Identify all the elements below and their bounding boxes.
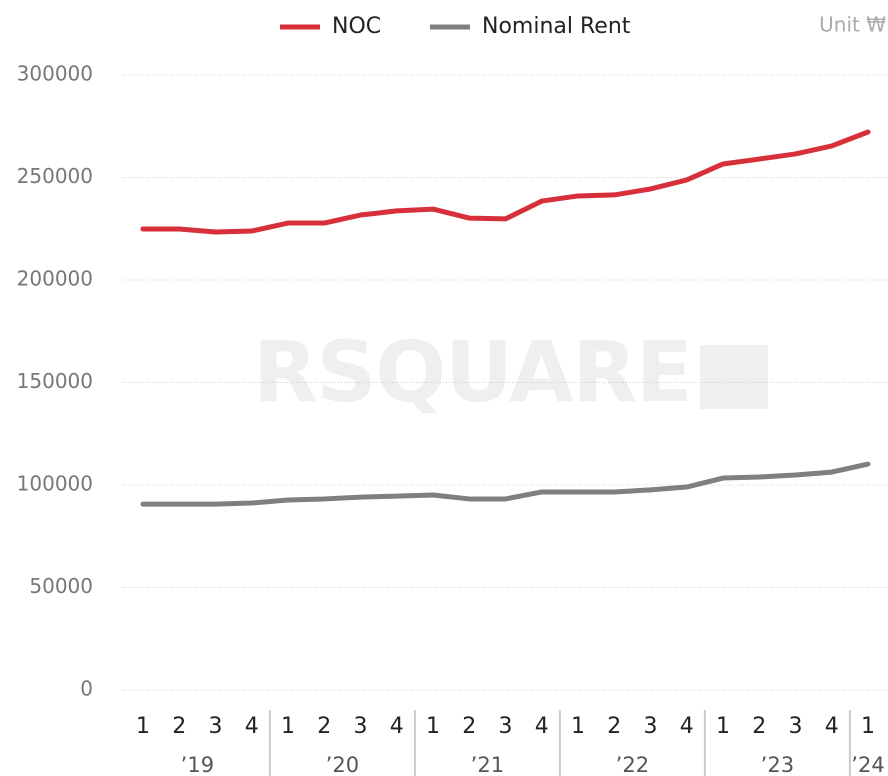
x-tick-label: 3 — [644, 714, 658, 739]
legend-label: Nominal Rent — [482, 14, 631, 39]
x-tick-label: 4 — [390, 714, 404, 739]
year-label: ’21 — [471, 753, 504, 776]
y-tick-label: 0 — [80, 677, 93, 701]
x-tick-label: 4 — [245, 714, 259, 739]
x-tick-label: 3 — [354, 714, 368, 739]
y-tick-label: 100000 — [17, 472, 93, 496]
x-tick-label: 2 — [172, 714, 186, 739]
x-tick-label: 3 — [209, 714, 223, 739]
x-tick-label: 1 — [426, 714, 440, 739]
x-tick-label: 3 — [499, 714, 513, 739]
year-label: ’23 — [761, 753, 794, 776]
x-tick-label: 4 — [535, 714, 549, 739]
x-tick-label: 2 — [752, 714, 766, 739]
y-tick-label: 200000 — [17, 267, 93, 291]
watermark: RSQUARE — [253, 323, 768, 421]
y-tick-label: 150000 — [17, 369, 93, 393]
x-tick-label: 1 — [861, 714, 875, 739]
x-tick-label: 4 — [825, 714, 839, 739]
x-tick-label: 4 — [680, 714, 694, 739]
watermark-text: RSQUARE — [253, 323, 693, 421]
watermark-logo — [700, 345, 768, 409]
series-line — [140, 129, 871, 235]
x-tick-label: 2 — [462, 714, 476, 739]
x-tick-label: 2 — [317, 714, 331, 739]
series-line — [140, 461, 871, 507]
year-label: ’24 — [851, 753, 884, 776]
y-tick-label: 50000 — [29, 574, 93, 598]
x-tick-label: 1 — [136, 714, 150, 739]
x-tick-label: 2 — [607, 714, 621, 739]
x-tick-label: 1 — [571, 714, 585, 739]
y-tick-label: 250000 — [17, 164, 93, 188]
legend-label: NOC — [332, 14, 381, 39]
x-tick-label: 1 — [281, 714, 295, 739]
x-tick-label: 3 — [789, 714, 803, 739]
year-label: ’20 — [326, 753, 359, 776]
unit-label: Unit ₩ — [819, 13, 886, 37]
x-tick-label: 1 — [716, 714, 730, 739]
y-tick-label: 300000 — [17, 62, 93, 86]
year-label: ’19 — [181, 753, 214, 776]
year-label: ’22 — [616, 753, 649, 776]
